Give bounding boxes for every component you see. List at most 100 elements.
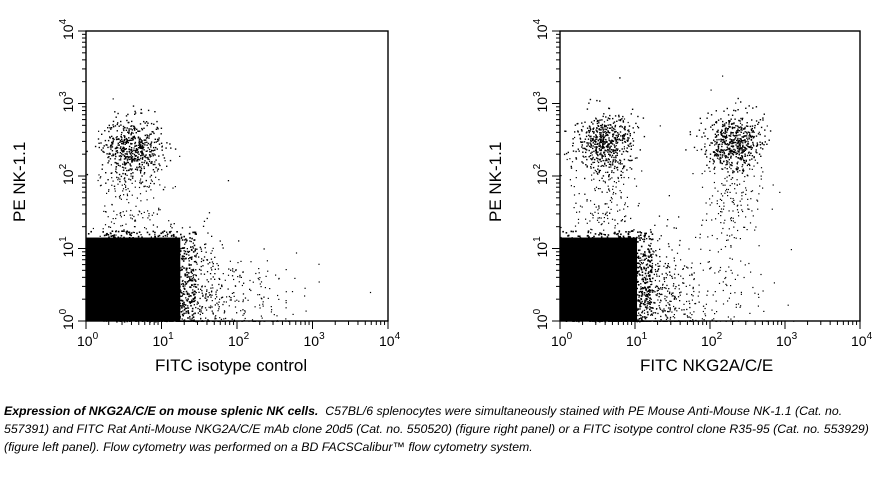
event-dot	[186, 293, 189, 296]
event-dot	[161, 231, 164, 233]
event-dot	[153, 153, 155, 155]
event-dot	[570, 165, 572, 168]
event-dot	[152, 169, 155, 171]
event-dot	[638, 294, 641, 297]
event-dot	[644, 301, 646, 303]
event-dot	[185, 253, 188, 256]
event-dot	[157, 168, 159, 170]
event-dot	[665, 299, 667, 302]
event-dot	[597, 217, 599, 219]
event-dot	[612, 159, 614, 161]
event-dot	[181, 295, 183, 297]
event-dot	[627, 159, 629, 161]
event-dot	[123, 161, 125, 163]
event-dot	[209, 294, 211, 296]
event-dot	[619, 235, 621, 238]
event-dot	[685, 285, 687, 287]
event-dot	[625, 215, 627, 217]
event-dot	[588, 134, 590, 137]
event-dot	[590, 232, 592, 234]
event-dot	[603, 152, 606, 154]
event-dot	[220, 297, 223, 299]
event-dot	[687, 267, 689, 269]
event-dot	[620, 196, 622, 198]
event-dot	[619, 209, 621, 211]
event-dot	[655, 254, 657, 256]
event-dot	[608, 139, 610, 141]
event-dot	[598, 221, 600, 223]
event-dot	[180, 283, 183, 285]
event-dot	[606, 127, 609, 129]
event-dot	[86, 150, 88, 153]
event-dot	[620, 118, 622, 121]
event-dot	[562, 230, 564, 233]
event-dot	[602, 115, 604, 118]
event-dot	[136, 158, 139, 161]
event-dot	[615, 140, 617, 142]
event-dot	[689, 312, 691, 314]
event-dot	[600, 124, 602, 127]
event-dot	[651, 313, 653, 316]
event-dot	[205, 300, 208, 302]
event-dot	[104, 205, 106, 207]
event-dot	[139, 143, 141, 145]
event-dot	[616, 138, 619, 140]
event-dot	[211, 235, 213, 237]
event-dot	[210, 258, 213, 260]
event-dot	[627, 231, 630, 233]
event-dot	[137, 152, 139, 154]
event-dot	[608, 143, 610, 145]
event-dot	[134, 127, 136, 129]
event-dot	[172, 187, 174, 189]
event-dot	[649, 289, 651, 292]
event-dot	[641, 263, 643, 265]
event-dot	[129, 163, 131, 165]
event-dot	[205, 309, 208, 311]
event-dot	[651, 238, 654, 241]
event-dot	[139, 180, 141, 182]
event-dot	[617, 177, 619, 180]
event-dot	[673, 273, 676, 275]
event-dot	[131, 168, 133, 170]
event-dot	[595, 134, 597, 136]
event-dot	[183, 255, 185, 258]
event-dot	[599, 138, 601, 140]
event-dot	[667, 302, 669, 304]
event-dot	[191, 319, 193, 321]
event-dot	[104, 130, 106, 132]
event-dot	[722, 281, 724, 283]
event-dot	[595, 206, 597, 208]
event-dot	[135, 151, 137, 154]
event-dot	[188, 264, 191, 266]
event-dot	[152, 131, 154, 133]
event-dot	[714, 313, 716, 315]
event-dot	[595, 136, 597, 138]
event-dot	[597, 165, 600, 167]
x-tick-label: 100	[77, 331, 99, 349]
event-dot	[146, 141, 148, 143]
event-dot	[592, 130, 594, 133]
event-dot	[188, 276, 190, 278]
event-dot	[150, 179, 152, 181]
event-dot	[193, 304, 195, 306]
event-dot	[605, 128, 608, 131]
event-dot	[586, 108, 589, 110]
event-dot	[608, 175, 610, 177]
event-dot	[210, 291, 213, 293]
event-dot	[663, 265, 665, 267]
event-dot	[138, 167, 140, 169]
event-dot	[191, 299, 193, 301]
event-dot	[601, 191, 603, 193]
event-dot	[173, 235, 175, 238]
event-dot	[121, 224, 124, 227]
event-dot	[160, 232, 162, 235]
event-dot	[111, 177, 113, 179]
event-dot	[111, 150, 114, 152]
event-dot	[640, 315, 642, 317]
event-dot	[725, 283, 727, 285]
event-dot	[189, 276, 191, 278]
event-dot	[131, 125, 133, 127]
event-dot	[664, 298, 666, 300]
event-dot	[604, 234, 606, 236]
event-dot	[180, 311, 183, 313]
